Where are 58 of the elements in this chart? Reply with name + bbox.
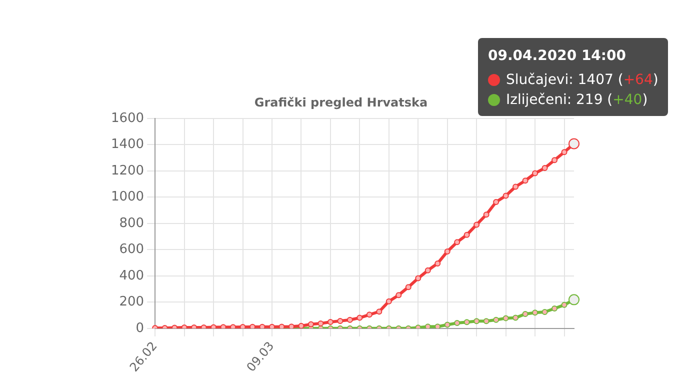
point [474, 222, 480, 228]
point [483, 318, 490, 324]
point [424, 267, 431, 274]
point [396, 292, 402, 298]
point [366, 312, 372, 318]
point [346, 316, 353, 323]
y-tick-label: 400 [119, 268, 144, 284]
point [376, 308, 382, 315]
point [415, 275, 422, 282]
point [542, 309, 548, 316]
point [522, 310, 528, 317]
point [434, 324, 441, 328]
point [552, 157, 558, 164]
y-tick-label: 200 [119, 294, 144, 310]
point [483, 212, 490, 218]
point [474, 318, 480, 324]
point [512, 314, 519, 321]
point [464, 319, 470, 326]
y-tick-label: 1600 [110, 110, 144, 126]
y-tick-label: 600 [119, 242, 144, 258]
point [561, 149, 568, 156]
y-tick-label: 0 [136, 320, 144, 336]
point [424, 324, 431, 328]
point [552, 305, 558, 312]
point [386, 298, 392, 304]
point [464, 232, 470, 238]
point [434, 260, 441, 266]
point [259, 324, 266, 328]
point [327, 318, 334, 325]
y-tick-label: 1400 [110, 137, 144, 152]
text: Izliječeni: 219 (+40) [506, 92, 648, 108]
point [532, 310, 538, 316]
point [240, 324, 246, 328]
point [532, 170, 538, 176]
y-tick-label: 800 [119, 216, 144, 231]
text: Slučajevi: 1407 (+64) [506, 72, 658, 88]
point [444, 248, 450, 255]
point [454, 320, 460, 326]
text: 09.04.2020 14:00 [488, 48, 628, 64]
point [250, 324, 256, 328]
y-tick-label: 1200 [110, 163, 144, 178]
point [356, 314, 363, 321]
y-tick-label: 1000 [110, 190, 144, 205]
point [493, 199, 500, 206]
point [502, 315, 509, 322]
chart-title: Grafički pregled Hrvatska [254, 95, 428, 110]
point [561, 302, 568, 308]
point [337, 318, 344, 324]
point [444, 322, 450, 328]
point [493, 316, 500, 323]
point [502, 192, 509, 199]
point [542, 165, 548, 172]
point [512, 184, 519, 190]
point [522, 178, 528, 184]
point [454, 239, 460, 246]
point [318, 320, 324, 326]
point [308, 321, 314, 328]
point [405, 284, 412, 290]
